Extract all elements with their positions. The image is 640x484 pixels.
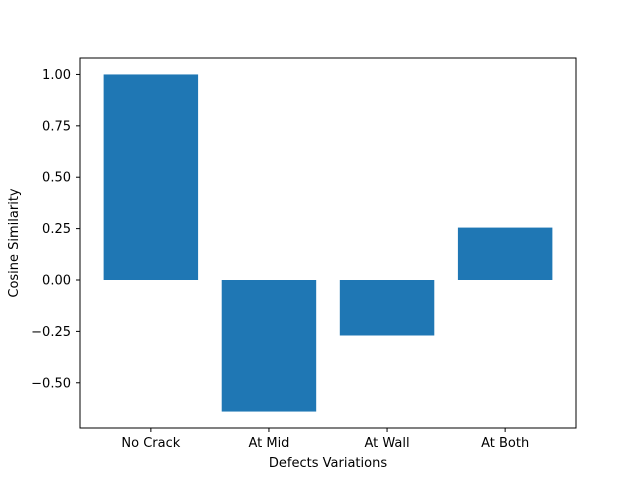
y-tick-label: 0.75 — [42, 119, 71, 134]
y-tick-label: 0.00 — [42, 274, 71, 289]
y-tick-label: −0.50 — [31, 376, 71, 391]
x-tick-label: At Mid — [248, 436, 289, 451]
x-axis-label: Defects Variations — [269, 456, 387, 471]
x-tick-label: At Both — [481, 436, 529, 451]
y-tick-label: −0.25 — [31, 325, 71, 340]
bars-layer — [103, 74, 553, 412]
bar-at-wall — [339, 280, 435, 336]
bar-at-mid — [221, 280, 317, 412]
ticks-layer: No Crack At Mid At Wall At Both −0.50 −0.25 0.… — [31, 68, 529, 451]
y-tick-label: 0.50 — [42, 171, 71, 186]
y-tick-label: 1.00 — [42, 68, 71, 83]
y-tick-label: 0.25 — [42, 222, 71, 237]
x-tick-label: No Crack — [121, 436, 180, 451]
bar-at-both — [457, 227, 553, 280]
bar-no-crack — [103, 74, 199, 280]
plot-frame — [79, 57, 577, 429]
y-axis-label: Cosine Similarity — [7, 188, 22, 298]
x-tick-label: At Wall — [364, 436, 409, 451]
